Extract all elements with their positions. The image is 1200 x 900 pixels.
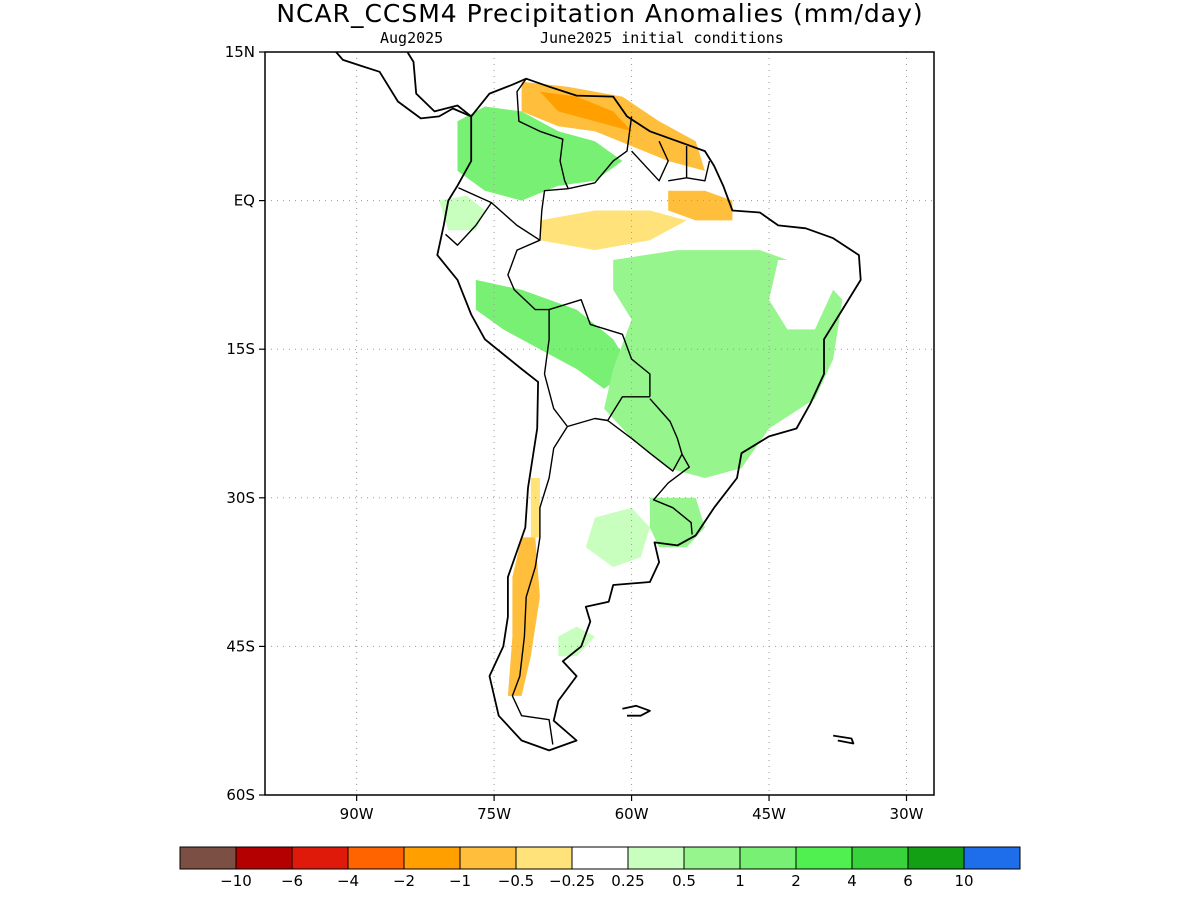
- coastline-south-america: [436, 77, 862, 752]
- colorbar-swatch: [403, 846, 461, 870]
- anomaly-regions: [439, 81, 843, 696]
- border-bolivia-brazil: [548, 299, 651, 397]
- colorbar-label: −1: [449, 872, 471, 890]
- colorbar: −10 −6 −4 −2 −1 −0.5 −0.25 0.25 0.5 1 2 4 6 10: [179, 846, 1021, 890]
- colorbar-label: 0.25: [611, 872, 644, 890]
- colorbar-swatch: [235, 846, 293, 870]
- colorbar-label: 4: [847, 872, 857, 890]
- colorbar-label: 1: [735, 872, 745, 890]
- anomaly-patagonia-wet: [558, 626, 595, 657]
- anomaly-chile-mild-dry: [530, 478, 540, 538]
- border-chile-argentina: [511, 426, 568, 745]
- colorbar-label: −4: [337, 872, 359, 890]
- map-frame: [264, 51, 935, 796]
- border-colombia-south: [458, 187, 569, 241]
- valid-month: Aug2025: [380, 29, 444, 47]
- lat-tick-label: 15N: [225, 43, 255, 61]
- colorbar-swatch: [515, 846, 573, 870]
- border-colombia-venezuela: [516, 78, 569, 189]
- lat-tick-label: 15S: [226, 340, 255, 358]
- colorbar-label: −2: [393, 872, 415, 890]
- anomaly-argentina-wet: [585, 507, 650, 568]
- coastline-south-georgia: [833, 734, 855, 745]
- lon-tick-label: 90W: [340, 805, 374, 823]
- coastline-falklands: [622, 704, 651, 717]
- lon-tick-label: 45W: [752, 805, 786, 823]
- colorbar-label: 6: [903, 872, 913, 890]
- border-peru-brazil-bolivia: [507, 239, 550, 375]
- lat-tick-label: 60S: [226, 786, 255, 804]
- anomaly-peru-bolivia-wet: [475, 279, 632, 389]
- colorbar-label: 0.5: [672, 872, 696, 890]
- border-ecuador-peru: [445, 202, 492, 246]
- lon-tick-label: 60W: [615, 805, 649, 823]
- anomaly-colombia-wet: [457, 106, 623, 201]
- lon-tick-label: 30W: [890, 805, 924, 823]
- colorbar-label: −0.5: [498, 872, 534, 890]
- colorbar-label: 2: [791, 872, 801, 890]
- map-title: NCAR_CCSM4 Precipitation Anomalies (mm/d…: [276, 0, 924, 28]
- anomaly-nordeste-normal: [769, 260, 834, 330]
- lat-tick-label: EQ: [234, 192, 255, 210]
- colorbar-swatch: [851, 846, 909, 870]
- colorbar-label: −10: [220, 872, 252, 890]
- colorbar-swatch: [963, 846, 1021, 870]
- initial-conditions: June2025 initial conditions: [540, 29, 784, 47]
- anomaly-central-amazon-dry: [539, 210, 687, 251]
- colorbar-swatch: [571, 846, 629, 870]
- lon-tick-label: 75W: [477, 805, 511, 823]
- colorbar-swatch: [739, 846, 797, 870]
- anomaly-venezuela-core-dry: [539, 91, 632, 132]
- colorbar-swatch: [627, 846, 685, 870]
- border-argentina-brazil-uruguay: [652, 453, 693, 535]
- anomaly-amazon-mouth-dry: [668, 190, 733, 221]
- colorbar-label: −6: [281, 872, 303, 890]
- anomaly-uruguay-wet: [649, 497, 705, 548]
- country-borders: [445, 78, 711, 745]
- colorbar-label: −0.25: [549, 872, 595, 890]
- border-guianas: [631, 140, 669, 182]
- coastlines: [334, 52, 862, 752]
- border-bolivia-south: [543, 373, 650, 428]
- coastline-central-america: [334, 52, 472, 120]
- colorbar-swatch: [683, 846, 741, 870]
- axis-ticks: 15N EQ 15S 30S 45S 60S 90W 75W 60W 45W 30W: [225, 43, 924, 823]
- colorbar-swatch: [907, 846, 965, 870]
- colorbar-swatch: [347, 846, 405, 870]
- colorbar-swatch: [795, 846, 853, 870]
- border-fg-brazil: [686, 160, 711, 182]
- colorbar-swatch: [459, 846, 517, 870]
- border-venezuela-brazil-guyana: [568, 116, 633, 190]
- lat-tick-label: 45S: [226, 637, 255, 655]
- colorbar-swatch: [179, 846, 237, 870]
- anomaly-ecuador-peru-wet: [439, 195, 485, 231]
- colorbar-label: 10: [954, 872, 973, 890]
- coastline-central-america-caribbean: [406, 52, 472, 118]
- border-paraguay: [607, 398, 683, 472]
- colorbar-swatch: [291, 846, 349, 870]
- lat-tick-label: 30S: [226, 489, 255, 507]
